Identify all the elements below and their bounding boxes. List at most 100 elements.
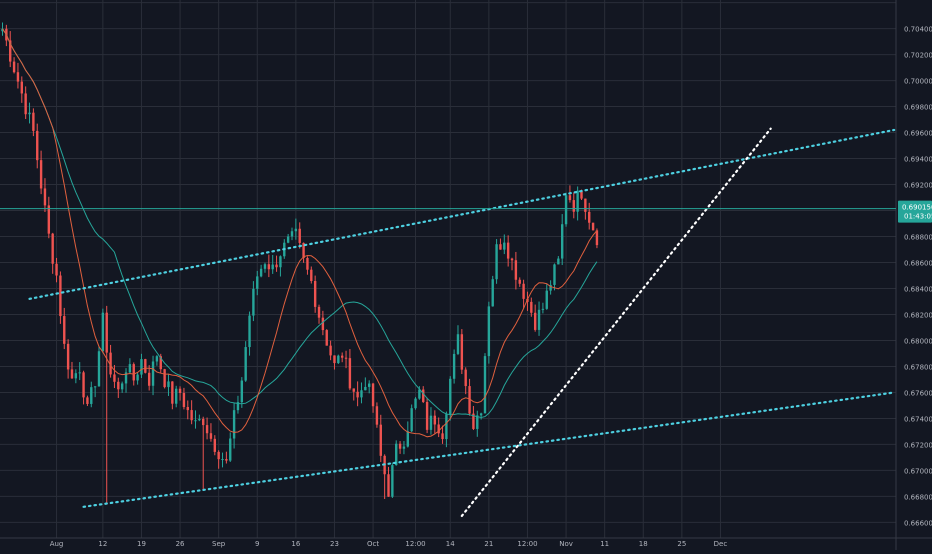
candle-body (298, 228, 301, 243)
candle-body (306, 258, 309, 270)
candle-body (294, 228, 298, 232)
candle-body (205, 425, 209, 434)
candle-body (317, 306, 321, 318)
candle-body (568, 195, 572, 201)
candle-body (541, 308, 545, 310)
candle-body (240, 380, 244, 403)
candle-body (151, 361, 155, 386)
candle-body (144, 359, 147, 373)
candle-body (313, 281, 317, 307)
candle-body (47, 205, 51, 234)
time-tick-label: Nov (559, 540, 573, 548)
candle-body (483, 356, 487, 414)
trendline-3[interactable] (460, 127, 772, 518)
candle-body (479, 413, 483, 416)
candle-body (433, 415, 437, 425)
candle-body (379, 424, 382, 456)
candle-body (163, 369, 166, 388)
candle-body (445, 414, 448, 440)
candle-body (460, 334, 464, 370)
candle-body (93, 386, 97, 388)
time-tick-label: 11 (600, 540, 609, 548)
candle-body (395, 443, 398, 466)
candle-body (256, 276, 259, 289)
time-tick-label: Oct (367, 540, 379, 548)
candle-body (113, 374, 116, 382)
candle-body (275, 264, 278, 268)
candle-body (140, 359, 143, 375)
candle-body (28, 112, 31, 115)
candle-body (545, 290, 548, 309)
time-tick-label: 16 (291, 540, 300, 548)
candle-body (537, 309, 541, 330)
candle-body (418, 389, 421, 399)
candle-body (472, 413, 475, 429)
candle-body (252, 288, 255, 316)
candle-body (425, 401, 429, 430)
candle-body (340, 355, 344, 358)
candle-body (39, 160, 43, 189)
candle-body (580, 190, 583, 199)
candle-body (452, 353, 456, 379)
current-price-marker (898, 200, 932, 223)
candle-body (20, 81, 23, 94)
candle-body (105, 312, 108, 353)
candle-body (429, 415, 433, 430)
candle-body (9, 40, 12, 62)
trendline-1[interactable] (28, 128, 896, 300)
candle-body (510, 258, 514, 261)
candle-body (128, 364, 132, 373)
candle-body (530, 301, 533, 313)
candle-body (209, 433, 213, 439)
moving-average-slow (2, 28, 598, 419)
candle-body (499, 244, 502, 250)
candle-body (43, 188, 47, 206)
trendline-2[interactable] (82, 391, 896, 508)
candle-body (406, 431, 409, 447)
candle-body (1, 28, 4, 32)
time-tick-label: 26 (176, 540, 185, 548)
candle-body (271, 264, 274, 270)
candle-body (217, 451, 220, 460)
candle-body (36, 130, 39, 161)
candle-body (117, 381, 120, 390)
candle-body (24, 93, 27, 115)
time-tick-label: 9 (255, 540, 259, 548)
candle-body (557, 258, 560, 265)
candle-body (368, 383, 371, 387)
candle-body (267, 264, 271, 270)
candle-body (549, 284, 552, 291)
candle-body (16, 72, 20, 82)
candle-body (514, 260, 518, 280)
candle-body (186, 407, 189, 411)
candle-body (325, 330, 328, 346)
candle-body (522, 283, 525, 299)
candle-body (259, 268, 263, 277)
candle-body (213, 438, 216, 452)
candle-body (59, 275, 62, 317)
candle-body (101, 312, 105, 352)
candle-body (348, 358, 352, 389)
time-tick-label: Sep (212, 540, 226, 548)
candle-body (70, 369, 74, 379)
candle-body (321, 317, 325, 331)
candle-body (74, 373, 78, 379)
candle-body (398, 443, 402, 449)
time-tick-label: 25 (677, 540, 686, 548)
candle-body (310, 269, 313, 282)
candle-body (78, 372, 81, 374)
candle-body (136, 374, 139, 381)
